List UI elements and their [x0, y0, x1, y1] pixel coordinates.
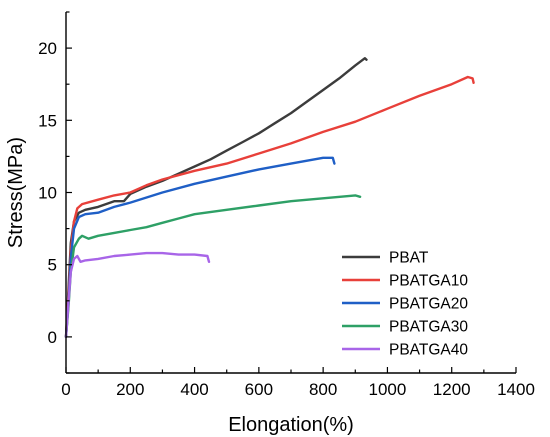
series-line-pbatga10: [64, 75, 475, 339]
x-tick-label: 1000: [369, 380, 407, 399]
y-tick-label: 15: [38, 111, 57, 130]
legend-label: PBATGA20: [389, 296, 468, 313]
y-axis: 0 5 10 15 20: [38, 11, 72, 374]
x-axis-title: Elongation(%): [228, 414, 354, 436]
legend-label: PBATGA30: [389, 319, 468, 336]
legend-label: PBAT: [389, 250, 429, 267]
series-line-pbat: [64, 57, 368, 339]
legend-label: PBATGA40: [389, 342, 468, 359]
y-tick-label: 10: [38, 184, 57, 203]
plot-area: [64, 57, 475, 339]
x-axis: 0 200 400 600 800 1000 1200 1400: [61, 367, 535, 399]
legend-label: PBATGA10: [389, 273, 468, 290]
y-tick-label: 20: [38, 39, 57, 58]
y-axis-title: Stress(MPa): [5, 137, 27, 248]
x-tick-label: 1200: [433, 380, 471, 399]
legend: PBAT PBATGA10 PBATGA20 PBATGA30 PBATGA40: [342, 250, 468, 359]
y-tick-label: 5: [48, 256, 57, 275]
x-tick-label: 1400: [497, 380, 535, 399]
x-tick-label: 0: [61, 380, 70, 399]
x-tick-label: 400: [180, 380, 208, 399]
x-tick-label: 800: [309, 380, 337, 399]
y-tick-label: 0: [48, 328, 57, 347]
series-line-pbatga40: [64, 251, 211, 339]
series-line-pbatga30: [64, 194, 362, 339]
x-tick-label: 600: [245, 380, 273, 399]
series-line-pbatga20: [64, 156, 336, 339]
x-tick-label: 200: [116, 380, 144, 399]
